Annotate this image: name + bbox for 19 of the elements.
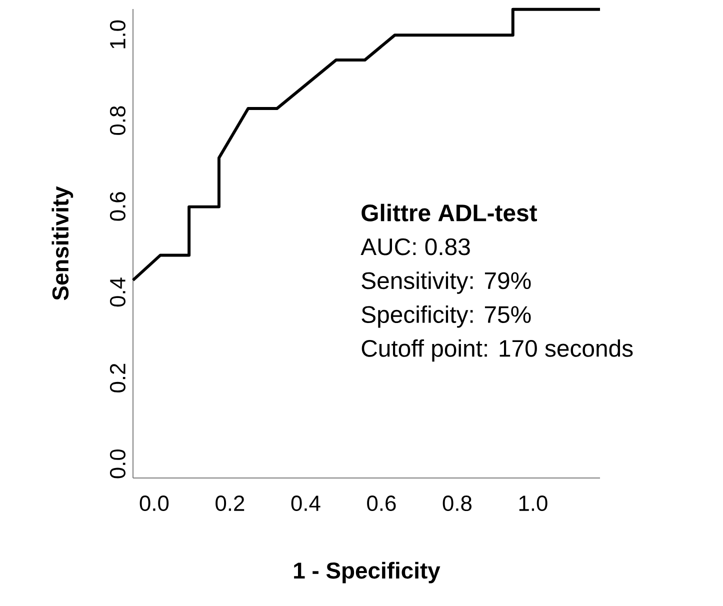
y-tick-label: 0.2 [110, 364, 126, 392]
annotation: Cutoff point: 170 seconds [362, 339, 633, 362]
y-tick-label: 0.6 [110, 192, 126, 221]
x-axis-title: 1 - Specificity [294, 562, 440, 584]
y-tick-label: 1.0 [110, 20, 126, 48]
annotation: Glittre ADL-test [362, 204, 537, 222]
y-tick-label: 0.8 [110, 106, 126, 135]
y-tick-label: 0.4 [110, 278, 126, 307]
x-tick-label: 1.0 [519, 496, 548, 512]
annotation: Sensitivity: 79% [362, 272, 531, 294]
x-tick-label: 0.2 [216, 496, 244, 512]
y-axis-title: Sensitivity [52, 186, 74, 300]
x-tick-label: 0.4 [291, 496, 320, 512]
annotation: AUC: 0.83 [360, 238, 470, 256]
y-tick-label: 0.0 [110, 449, 126, 478]
annotation: Specificity: 75% [362, 305, 531, 328]
x-tick-label: 0.6 [367, 496, 396, 512]
x-tick-label: 0.0 [140, 496, 169, 512]
x-tick-label: 0.8 [442, 496, 472, 512]
